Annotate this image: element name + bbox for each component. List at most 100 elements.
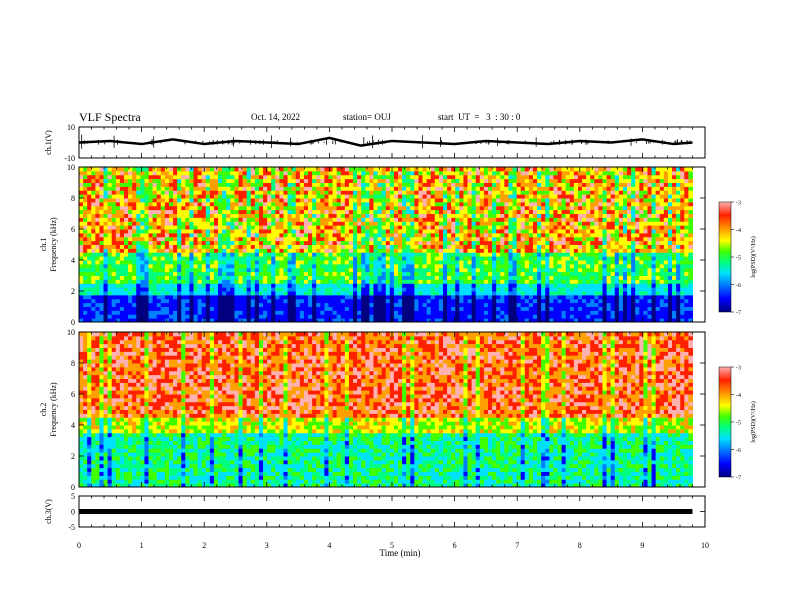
heat-cell: [213, 198, 219, 203]
heat-cell: [246, 186, 252, 191]
heat-cell: [189, 275, 195, 280]
heat-cell: [430, 209, 436, 214]
heat-cell: [250, 256, 256, 261]
heat-cell: [234, 178, 240, 183]
heat-cell: [402, 306, 407, 311]
heat-cell: [295, 182, 301, 187]
heat-cell: [406, 190, 411, 195]
heat-cell: [451, 232, 456, 238]
heat-cell: [173, 294, 178, 300]
heat-cell: [410, 314, 415, 319]
heat-cell: [136, 248, 141, 253]
heat-cell: [369, 213, 374, 218]
heat-cell: [181, 267, 186, 273]
heat-cell: [79, 291, 84, 296]
heat-cell: [152, 229, 158, 234]
heat-cell: [398, 302, 403, 307]
heat-cell: [291, 314, 297, 319]
heat-cell: [185, 314, 190, 319]
heat-cell: [271, 294, 276, 300]
heat-cell: [361, 190, 366, 195]
heat-cell: [500, 178, 505, 183]
heat-cell: [414, 205, 419, 211]
heat-cell: [528, 232, 534, 238]
heat-cell: [541, 267, 546, 273]
heat-cell: [312, 256, 317, 261]
heat-cell: [218, 167, 223, 172]
heat-cell: [275, 182, 280, 187]
heat-cell: [561, 240, 567, 245]
heat-cell: [340, 263, 346, 269]
heat-cell: [287, 221, 293, 226]
heat-cell: [168, 283, 174, 288]
heat-cell: [79, 190, 84, 195]
heat-cell: [185, 244, 190, 249]
heat-cell: [168, 294, 174, 300]
heat-cell: [226, 190, 231, 195]
heat-cell: [414, 267, 419, 273]
heat-cell: [168, 198, 174, 203]
heat-cell: [303, 198, 309, 203]
heat-cell: [291, 232, 297, 238]
heat-cell: [324, 294, 329, 300]
heat-cell: [189, 271, 195, 276]
heat-cell: [299, 186, 305, 191]
heat-cell: [475, 167, 481, 172]
heat-cell: [393, 318, 399, 323]
heat-cell: [234, 194, 240, 199]
heat-cell: [140, 194, 145, 199]
heat-cell: [471, 221, 477, 226]
heat-cell: [140, 178, 145, 183]
heat-cell: [393, 306, 399, 311]
heat-cell: [152, 186, 158, 191]
heat-cell: [148, 294, 154, 300]
heat-cell: [492, 209, 497, 214]
heat-cell: [389, 244, 395, 249]
heat-cell: [496, 287, 501, 292]
heat-cell: [471, 232, 477, 238]
heat-cell: [250, 186, 256, 191]
heat-cell: [177, 225, 182, 230]
heat-cell: [222, 306, 227, 311]
heat-cell: [308, 225, 313, 230]
heat-cell: [152, 244, 158, 249]
heat-cell: [381, 217, 387, 222]
heat-cell: [189, 279, 195, 284]
heat-cell: [455, 291, 460, 296]
heat-cell: [209, 182, 215, 187]
heat-cell: [393, 170, 399, 176]
heat-cell: [160, 170, 166, 176]
heat-cell: [303, 182, 309, 187]
heat-cell: [218, 232, 223, 238]
heat-cell: [418, 263, 424, 269]
heat-cell: [205, 252, 211, 257]
heat-cell: [222, 260, 227, 265]
heat-cell: [299, 318, 305, 323]
heat-cell: [234, 167, 240, 172]
heat-cell: [279, 170, 284, 176]
heat-cell: [132, 209, 137, 214]
heat-cell: [254, 186, 260, 191]
heat-cell: [230, 209, 235, 214]
heat-cell: [557, 271, 563, 276]
heat-cell: [524, 213, 530, 218]
heat-cell: [263, 194, 268, 199]
heat-cell: [115, 170, 121, 176]
heat-cell: [189, 252, 195, 257]
heat-cell: [91, 170, 96, 176]
heat-cell: [222, 256, 227, 261]
heat-cell: [496, 182, 501, 187]
heat-cell: [320, 310, 325, 315]
heat-cell: [119, 205, 125, 211]
heat-cell: [516, 217, 522, 222]
heat-cell: [303, 174, 309, 180]
heat-cell: [479, 279, 485, 284]
heat-cell: [299, 256, 305, 261]
heat-cell: [181, 201, 186, 207]
heat-cell: [528, 182, 534, 187]
heat-cell: [144, 201, 150, 207]
heat-cell: [79, 174, 84, 180]
heat-cell: [119, 186, 125, 191]
heat-cell: [434, 252, 440, 257]
